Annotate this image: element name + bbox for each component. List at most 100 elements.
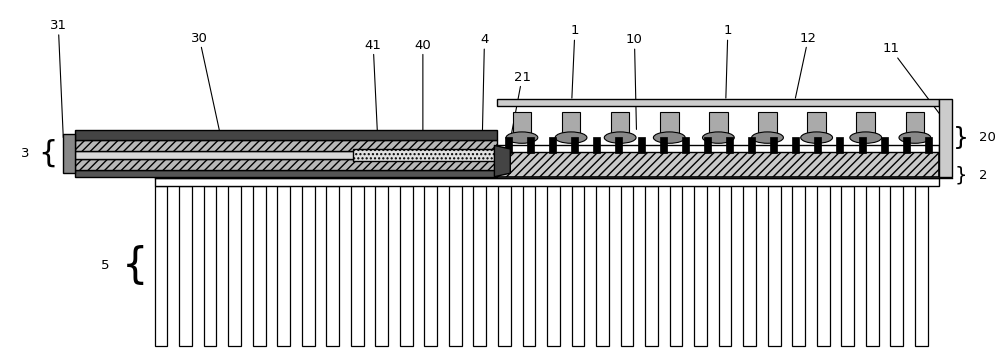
Bar	[302, 186, 315, 346]
Bar	[856, 112, 875, 133]
Bar	[424, 186, 437, 346]
Bar	[497, 99, 939, 106]
Bar	[770, 137, 777, 153]
Bar	[792, 137, 799, 153]
Text: 21: 21	[510, 71, 531, 140]
Bar	[682, 137, 689, 153]
Text: }: }	[953, 126, 969, 150]
Bar	[615, 137, 622, 153]
Text: 41: 41	[365, 39, 382, 149]
Bar	[75, 151, 497, 159]
Text: {: {	[122, 245, 148, 287]
Bar	[906, 112, 924, 133]
Bar	[915, 186, 928, 346]
Circle shape	[752, 132, 783, 143]
Text: }: }	[955, 166, 968, 185]
Bar	[63, 134, 75, 173]
Circle shape	[801, 132, 833, 143]
Bar	[326, 186, 339, 346]
Text: 10: 10	[626, 33, 643, 130]
Bar	[155, 186, 167, 346]
Bar	[449, 186, 462, 346]
Bar	[758, 112, 777, 133]
Text: 4: 4	[480, 33, 489, 130]
Bar	[866, 186, 879, 346]
Bar	[704, 137, 711, 153]
Circle shape	[653, 132, 685, 143]
Text: 3: 3	[21, 147, 30, 160]
Bar	[660, 137, 667, 153]
Bar	[228, 186, 241, 346]
Bar	[571, 137, 578, 153]
Bar	[547, 186, 560, 346]
Bar	[596, 186, 609, 346]
Bar	[841, 186, 854, 346]
Bar	[473, 186, 486, 346]
Bar	[743, 186, 756, 346]
Bar	[253, 186, 266, 346]
Bar	[719, 186, 731, 346]
Bar	[925, 137, 932, 153]
Bar	[351, 186, 364, 346]
Bar	[155, 178, 939, 186]
Bar	[375, 186, 388, 346]
Bar	[709, 112, 728, 133]
Bar	[768, 186, 781, 346]
Bar	[817, 186, 830, 346]
Bar	[645, 186, 658, 346]
Circle shape	[899, 132, 931, 143]
Bar	[155, 145, 939, 152]
Bar	[562, 112, 580, 133]
Bar	[204, 186, 216, 346]
Bar	[836, 137, 843, 153]
Bar	[75, 140, 497, 151]
Bar	[792, 186, 805, 346]
Bar	[593, 137, 600, 153]
Bar	[549, 137, 556, 153]
Bar	[638, 137, 645, 153]
Bar	[881, 137, 888, 153]
Bar	[611, 112, 629, 133]
Bar	[726, 137, 733, 153]
Bar	[890, 186, 903, 346]
Text: 20: 20	[979, 131, 996, 145]
Text: 5: 5	[101, 259, 109, 272]
Bar	[75, 131, 497, 140]
Text: {: {	[39, 139, 58, 168]
Circle shape	[703, 132, 734, 143]
Bar	[75, 170, 497, 177]
Bar	[400, 186, 413, 346]
Text: 31: 31	[50, 19, 67, 137]
Bar	[748, 137, 755, 153]
Bar	[277, 186, 290, 346]
Circle shape	[555, 132, 587, 143]
Bar	[572, 186, 584, 346]
Bar	[75, 159, 497, 170]
Bar	[155, 152, 939, 177]
Bar	[523, 186, 535, 346]
Bar	[814, 137, 821, 153]
Bar	[527, 137, 534, 153]
Bar	[353, 149, 497, 161]
Circle shape	[604, 132, 636, 143]
Bar	[513, 112, 531, 133]
Bar	[621, 186, 633, 346]
Circle shape	[850, 132, 882, 143]
Bar	[694, 186, 707, 346]
Text: 1: 1	[724, 24, 732, 98]
Bar	[498, 186, 511, 346]
Bar	[859, 137, 866, 153]
Text: 1: 1	[571, 24, 579, 98]
Bar	[505, 137, 512, 153]
Text: 12: 12	[795, 31, 817, 98]
Text: 40: 40	[414, 39, 431, 149]
Circle shape	[506, 132, 538, 143]
Text: 11: 11	[882, 42, 946, 122]
Bar	[660, 112, 679, 133]
Bar	[179, 186, 192, 346]
Text: 2: 2	[979, 169, 988, 182]
Bar	[807, 112, 826, 133]
Bar	[670, 186, 682, 346]
Text: 30: 30	[191, 31, 219, 130]
Bar	[939, 99, 952, 177]
